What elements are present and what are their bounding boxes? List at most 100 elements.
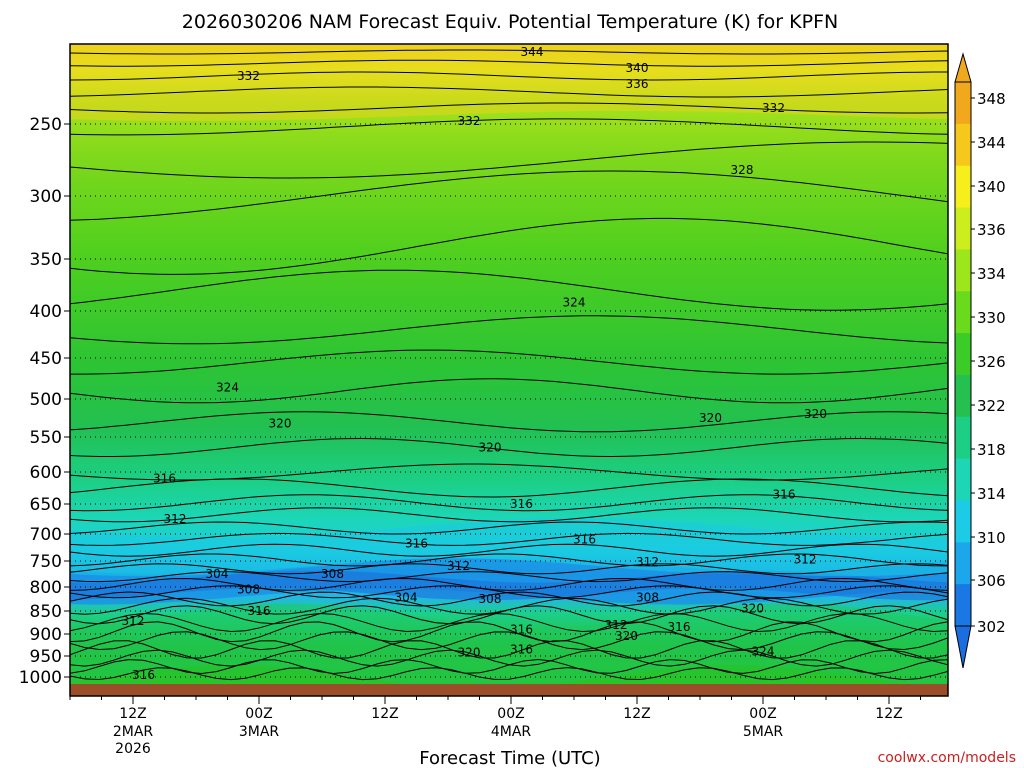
contour-label: 308 — [321, 567, 344, 581]
contour-label-group: 304 — [395, 591, 418, 605]
x-tick-label: 12Z — [875, 706, 902, 722]
y-tick-label: 350 — [30, 250, 62, 270]
y-tick-label: 950 — [30, 647, 62, 667]
contour-line — [70, 170, 948, 221]
contour-label: 332 — [237, 69, 260, 83]
contour-label-group: 316 — [510, 622, 533, 636]
y-tick-label: 500 — [30, 390, 62, 410]
contour-label-group: 332 — [237, 69, 260, 83]
contour-label-group: 316 — [510, 497, 533, 511]
y-tick-label: 300 — [30, 187, 62, 207]
x-tick-label: 2026 — [115, 741, 151, 757]
contour-label: 324 — [563, 296, 586, 310]
colorbar-label: 306 — [977, 572, 1006, 590]
contour-label-group: 316 — [573, 532, 596, 546]
band-310 — [70, 518, 948, 577]
contour-label-group: 332 — [458, 114, 481, 128]
contour-line — [70, 553, 948, 567]
contour-label-group: 320 — [479, 441, 502, 455]
contour-line — [70, 532, 948, 546]
contour-line — [70, 631, 948, 651]
colorbar-label: 326 — [977, 353, 1006, 371]
contour-label-group: 320 — [741, 602, 764, 616]
y-tick-label: 700 — [30, 525, 62, 545]
colorbar-frame — [954, 81, 972, 627]
y-tick-label: 850 — [30, 602, 62, 622]
colorbar-top-arrow — [954, 52, 972, 83]
credit-text: coolwx.com/models — [878, 750, 1016, 766]
contour-line — [70, 585, 948, 599]
colorbar-segment — [955, 333, 971, 376]
contour-label: 312 — [636, 555, 659, 569]
contour-label: 324 — [752, 645, 775, 659]
y-tick-label: 250 — [30, 115, 62, 135]
contour-label: 320 — [479, 441, 502, 455]
contour-line — [70, 102, 948, 114]
contour-label: 320 — [741, 602, 764, 616]
x-tick-label: 4MAR — [491, 724, 532, 740]
contour-label-group: 320 — [269, 416, 292, 430]
contour-line — [70, 141, 948, 179]
contour-label-group: 320 — [458, 645, 481, 659]
contour-label-group: 316 — [773, 487, 796, 501]
contour-line — [70, 563, 948, 575]
x-tick-label: 00Z — [749, 706, 776, 722]
contour-line — [70, 217, 948, 275]
colorbar-segment — [955, 249, 971, 292]
x-axis-label: Forecast Time (UTC) — [419, 748, 600, 768]
contour-label-group: 304 — [206, 567, 229, 581]
contour-label: 316 — [510, 642, 533, 656]
contour-label-group: 312 — [122, 614, 145, 628]
contour-line — [70, 478, 948, 498]
contour-label: 316 — [405, 537, 428, 551]
x-tick-label: 12Z — [371, 706, 398, 722]
contour-label-group: 320 — [699, 411, 722, 425]
contour-label: 316 — [773, 487, 796, 501]
contour-line — [70, 86, 948, 98]
contour-label: 332 — [458, 114, 481, 128]
x-tick-label: 00Z — [245, 706, 272, 722]
colorbar-segment — [955, 207, 971, 250]
colorbar-label: 336 — [977, 221, 1006, 239]
contour-line — [70, 621, 948, 643]
colorbar-label: 334 — [977, 265, 1006, 283]
contour-label-group: 320 — [804, 407, 827, 421]
colorbar-segment — [955, 374, 971, 418]
contour-label: 316 — [668, 620, 691, 634]
contour-label: 340 — [626, 61, 649, 75]
contour-label: 312 — [447, 559, 470, 573]
contour-label: 308 — [479, 592, 502, 606]
contour-label: 324 — [216, 381, 239, 395]
colorbar-segment — [955, 542, 971, 585]
contour-label: 312 — [605, 618, 628, 632]
colorbar-segment — [955, 458, 971, 501]
contour-label: 312 — [794, 552, 817, 566]
x-tick-label: 5MAR — [743, 724, 784, 740]
colorbar: 348 344 340 336 334 330 326 322 318 314 310 306 302 — [954, 52, 1006, 669]
y-tick-label: 750 — [30, 552, 62, 572]
colorbar-segment — [955, 416, 971, 460]
contour-line — [70, 667, 948, 681]
contour-label: 308 — [636, 591, 659, 605]
contour-label-group: 316 — [248, 604, 271, 618]
contour-label: 308 — [237, 582, 260, 596]
band-340 — [70, 44, 948, 121]
contour-label-group: 312 — [794, 552, 817, 566]
contour-label: 320 — [699, 411, 722, 425]
contour-label: 312 — [164, 512, 187, 526]
contour-line — [70, 349, 948, 375]
contour-label: 332 — [762, 101, 785, 115]
contour-line — [70, 315, 948, 345]
colorbar-label: 318 — [977, 441, 1006, 459]
contour-label: 304 — [206, 567, 229, 581]
y-tick-label: 550 — [30, 428, 62, 448]
contour-line — [70, 494, 948, 512]
x-tick-label: 3MAR — [239, 724, 280, 740]
colorbar-label: 348 — [977, 90, 1006, 108]
contour-label-group: 320 — [615, 629, 638, 643]
colorbar-segment — [955, 165, 971, 209]
contour-label-group: 312 — [447, 559, 470, 573]
plot-area — [70, 44, 948, 696]
colorbar-segment — [955, 584, 971, 627]
colorbar-bottom-arrow — [954, 625, 972, 669]
